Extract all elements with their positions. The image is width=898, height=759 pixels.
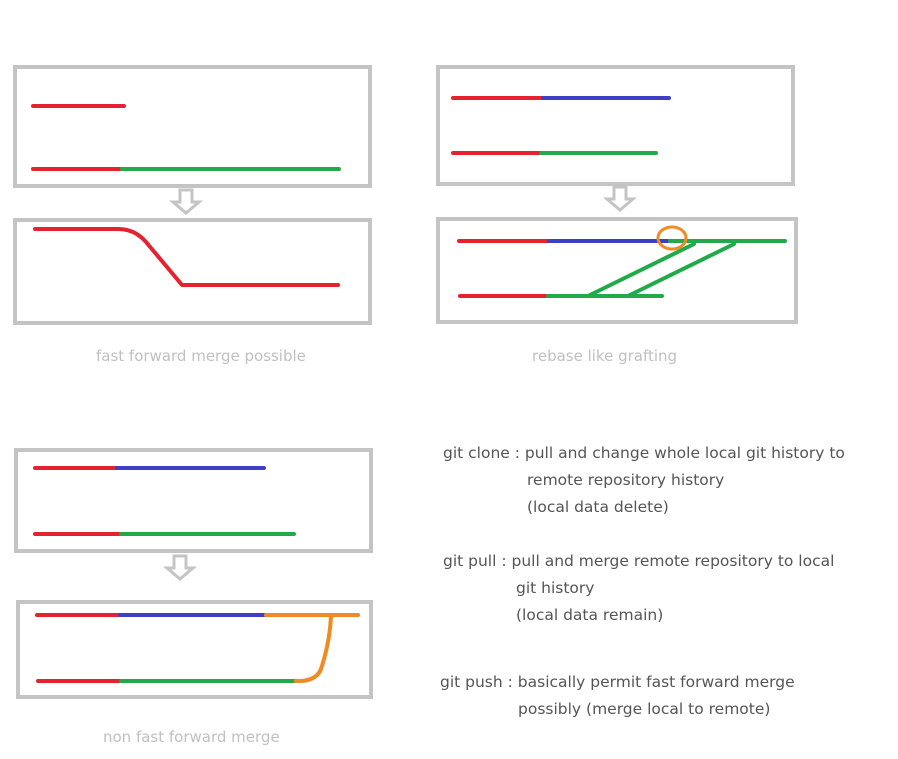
down-arrow-icon [162, 554, 198, 581]
graft-point-circle [656, 225, 688, 251]
nff-before-frame [14, 448, 373, 553]
down-arrow-icon [168, 188, 204, 215]
rebase-graft-line-1 [586, 242, 696, 298]
note-clone-line-3: (local data delete) [527, 498, 669, 516]
caption-fast-forward: fast forward merge possible [96, 347, 306, 365]
note-clone-line-1: git clone : pull and change whole local … [443, 444, 845, 462]
note-push-line-1: git push : basically permit fast forward… [440, 673, 795, 691]
rebase-before-frame [436, 65, 795, 186]
note-clone-line-2: remote repository history [527, 471, 725, 489]
rebase-graft-line-2 [626, 242, 736, 298]
down-arrow-icon [602, 185, 638, 212]
caption-non-fast-forward: non fast forward merge [103, 728, 280, 746]
nff-after-merge-curve [294, 614, 333, 684]
caption-rebase: rebase like grafting [532, 347, 678, 365]
nff-after-frame [16, 600, 373, 699]
note-pull-line-2: git history [516, 579, 595, 597]
ff-after-red-line [33, 227, 340, 287]
note-push-line-2: possibly (merge local to remote) [518, 700, 771, 718]
ff-after-frame [13, 218, 372, 325]
rebase-after-frame [436, 217, 798, 324]
note-pull-line-1: git pull : pull and merge remote reposit… [443, 552, 835, 570]
note-pull-line-3: (local data remain) [516, 606, 664, 624]
ff-before-frame [13, 65, 372, 188]
